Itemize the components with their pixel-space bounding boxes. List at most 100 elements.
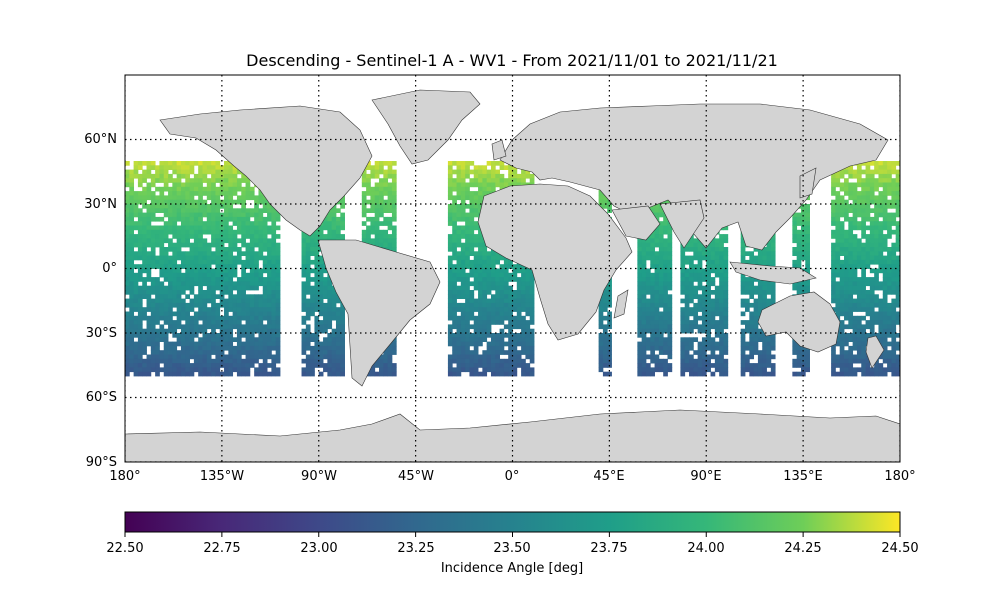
incidence-angle-cell	[224, 298, 229, 304]
incidence-angle-cell	[887, 324, 892, 330]
incidence-angle-cell	[874, 186, 879, 192]
incidence-angle-cell	[383, 229, 389, 235]
incidence-angle-cell	[714, 272, 720, 278]
incidence-angle-cell	[168, 294, 173, 299]
incidence-angle-cell	[452, 182, 457, 188]
incidence-angle-cell	[254, 315, 259, 321]
incidence-angle-cell	[456, 341, 462, 347]
incidence-angle-cell	[155, 345, 160, 351]
incidence-angle-cell	[262, 204, 268, 209]
incidence-angle-cell	[753, 345, 759, 351]
incidence-angle-cell	[469, 247, 475, 252]
incidence-angle-cell	[275, 281, 281, 287]
incidence-angle-cell	[882, 182, 888, 188]
incidence-angle-cell	[176, 290, 182, 295]
incidence-angle-cell	[469, 216, 475, 222]
incidence-angle-cell	[490, 298, 496, 304]
incidence-angle-cell	[521, 285, 526, 291]
incidence-angle-cell	[271, 272, 277, 278]
incidence-angle-cell	[387, 238, 393, 244]
incidence-angle-cell	[521, 315, 526, 321]
incidence-angle-cell	[701, 251, 707, 256]
incidence-angle-cell	[176, 251, 182, 256]
incidence-angle-cell	[150, 238, 156, 244]
incidence-angle-cell	[275, 259, 281, 265]
incidence-angle-cell	[680, 337, 686, 342]
incidence-angle-cell	[228, 216, 234, 222]
incidence-angle-cell	[262, 290, 268, 295]
incidence-angle-cell	[689, 294, 694, 299]
incidence-angle-cell	[460, 216, 466, 222]
incidence-angle-cell	[490, 186, 496, 192]
incidence-angle-cell	[835, 259, 841, 265]
incidence-angle-cell	[323, 290, 328, 295]
incidence-angle-cell	[654, 337, 660, 342]
incidence-angle-cell	[844, 298, 849, 304]
incidence-angle-cell	[882, 173, 888, 179]
incidence-angle-cell	[757, 251, 763, 256]
incidence-angle-cell	[301, 272, 307, 278]
incidence-angle-cell	[202, 251, 208, 256]
incidence-angle-cell	[262, 259, 268, 265]
incidence-angle-cell	[521, 324, 526, 330]
incidence-angle-cell	[202, 186, 208, 192]
incidence-angle-cell	[878, 311, 884, 317]
incidence-angle-cell	[275, 333, 281, 338]
incidence-angle-cell	[831, 345, 836, 351]
incidence-angle-cell	[146, 268, 152, 274]
incidence-angle-cell	[159, 216, 165, 222]
incidence-angle-cell	[869, 229, 875, 235]
incidence-angle-cell	[366, 229, 371, 235]
incidence-angle-cell	[689, 337, 694, 342]
incidence-angle-cell	[878, 251, 884, 256]
incidence-angle-cell	[490, 294, 496, 299]
incidence-angle-cell	[852, 191, 858, 196]
incidence-angle-cell	[447, 216, 453, 222]
incidence-angle-cell	[193, 199, 199, 205]
incidence-angle-cell	[366, 182, 371, 188]
incidence-angle-cell	[137, 251, 143, 256]
incidence-angle-cell	[271, 315, 277, 321]
incidence-angle-cell	[236, 195, 242, 201]
incidence-angle-cell	[163, 320, 169, 325]
incidence-angle-cell	[465, 337, 470, 342]
incidence-angle-cell	[856, 337, 862, 342]
incidence-angle-cell	[689, 255, 694, 261]
incidence-angle-cell	[878, 281, 884, 287]
incidence-angle-cell	[792, 225, 798, 231]
incidence-angle-cell	[374, 229, 380, 235]
incidence-angle-cell	[271, 281, 277, 287]
incidence-angle-cell	[387, 354, 393, 360]
incidence-angle-cell	[766, 337, 772, 342]
incidence-angle-cell	[852, 307, 858, 312]
incidence-angle-cell	[663, 345, 668, 351]
incidence-angle-cell	[701, 268, 707, 274]
incidence-angle-cell	[137, 285, 143, 291]
incidence-angle-cell	[323, 281, 328, 287]
incidence-angle-cell	[452, 320, 457, 325]
incidence-angle-cell	[499, 298, 505, 304]
incidence-angle-cell	[228, 186, 234, 192]
incidence-angle-cell	[869, 186, 875, 192]
incidence-angle-cell	[887, 307, 892, 312]
incidence-angle-cell	[740, 281, 746, 287]
incidence-angle-cell	[155, 311, 160, 317]
incidence-angle-cell	[340, 345, 345, 351]
incidence-angle-cell	[275, 290, 281, 295]
incidence-angle-cell	[331, 328, 337, 334]
incidence-angle-cell	[607, 311, 612, 317]
incidence-angle-cell	[473, 199, 479, 205]
incidence-angle-cell	[206, 186, 212, 192]
incidence-angle-cell	[340, 337, 345, 342]
incidence-angle-cell	[452, 311, 457, 317]
incidence-angle-cell	[215, 169, 221, 175]
incidence-angle-cell	[460, 225, 466, 231]
incidence-angle-cell	[637, 247, 643, 252]
incidence-angle-cell	[874, 259, 879, 265]
incidence-angle-cell	[508, 173, 513, 179]
incidence-angle-cell	[301, 307, 307, 312]
incidence-angle-cell	[891, 195, 897, 201]
incidence-angle-cell	[180, 186, 186, 192]
incidence-angle-cell	[482, 290, 488, 295]
incidence-angle-cell	[465, 204, 470, 209]
